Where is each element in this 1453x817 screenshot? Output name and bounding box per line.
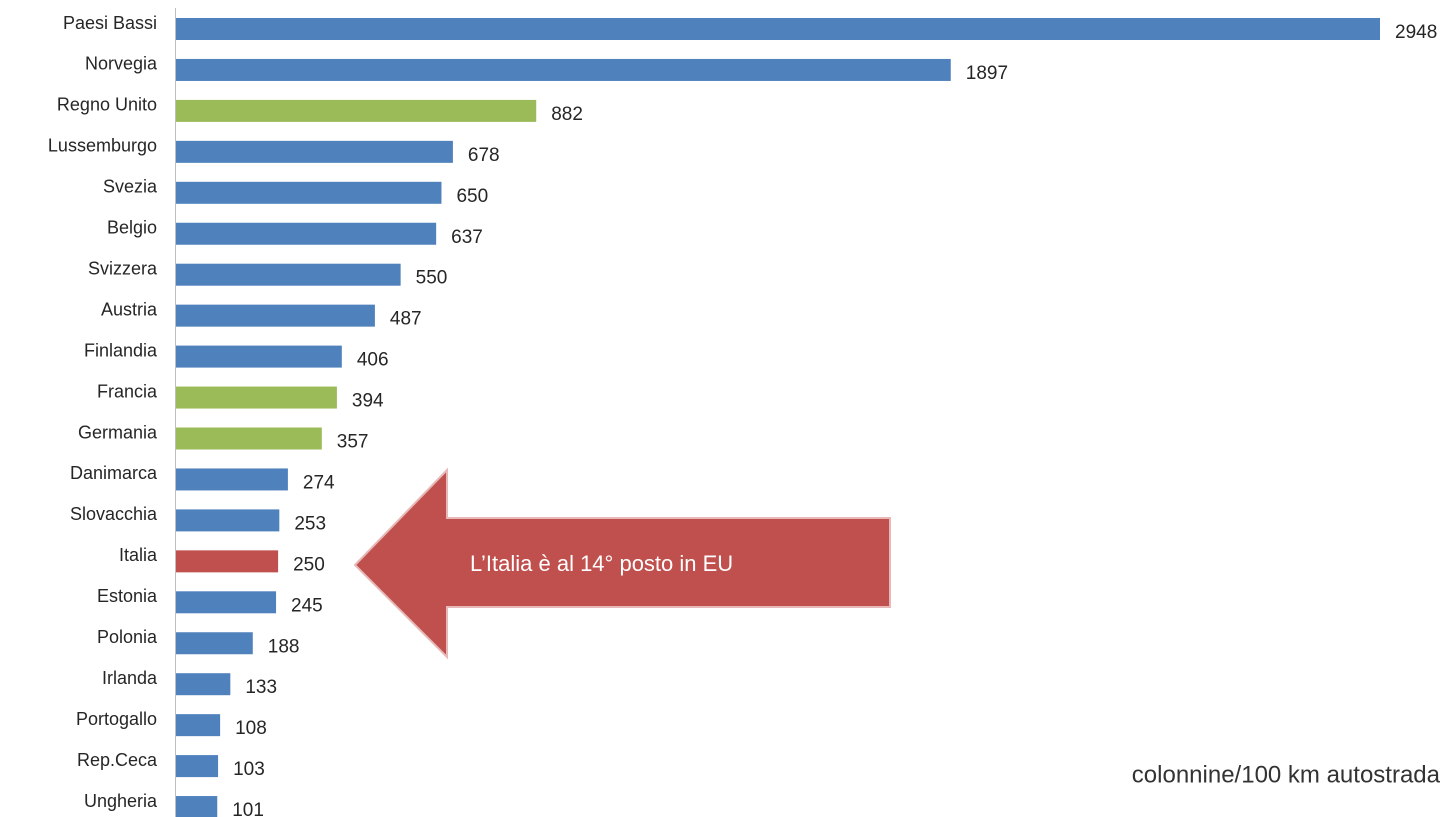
bar: [176, 427, 322, 450]
bar: [176, 263, 401, 286]
value-label: 108: [235, 718, 267, 739]
bar: [176, 304, 375, 327]
value-label: 394: [352, 391, 384, 412]
category-label: Paesi Bassi: [63, 13, 157, 33]
bar: [176, 386, 337, 409]
annotation: L’Italia è al 14° posto in EU: [470, 551, 734, 576]
value-label: 2948: [1395, 22, 1437, 43]
category-label: Ungheria: [84, 791, 158, 811]
bar: [176, 509, 280, 532]
value-label: 637: [451, 227, 483, 248]
bar: [176, 18, 1380, 40]
category-label: Regno Unito: [57, 95, 157, 115]
bar: [176, 140, 453, 163]
category-label: Austria: [101, 299, 158, 319]
category-label: Germania: [78, 422, 158, 442]
category-label: Lussemburgo: [48, 136, 157, 156]
value-label: 650: [456, 186, 488, 207]
category-label: Polonia: [97, 627, 158, 647]
bar: [176, 632, 253, 655]
value-label: 406: [357, 350, 389, 371]
bar: [176, 550, 279, 573]
value-label: 357: [337, 432, 369, 453]
value-label: 101: [232, 800, 264, 817]
bar: [176, 99, 537, 122]
value-label: 253: [294, 513, 326, 534]
category-label: Irlanda: [102, 668, 158, 688]
value-label: 882: [551, 104, 583, 125]
value-label: 487: [390, 309, 422, 330]
bar: [176, 755, 219, 778]
category-label: Rep.Ceca: [77, 750, 158, 770]
value-label: 678: [468, 145, 500, 166]
value-label: 274: [303, 472, 335, 493]
value-label: 550: [416, 268, 448, 289]
bar: [176, 345, 342, 368]
category-label: Francia: [97, 381, 158, 401]
category-label: Svezia: [103, 177, 158, 197]
bar: [176, 222, 437, 245]
category-label: Italia: [119, 545, 158, 565]
bar: [176, 714, 221, 737]
bar: [176, 468, 288, 491]
category-label: Norvegia: [85, 54, 158, 74]
category-label: Estonia: [97, 586, 158, 606]
category-label: Slovacchia: [70, 504, 158, 524]
bar: [176, 58, 951, 81]
value-label: 133: [245, 677, 277, 698]
value-label: 103: [233, 759, 265, 780]
bar: [176, 181, 442, 204]
arrow: [353, 467, 891, 660]
category-label: Danimarca: [70, 463, 158, 483]
category-label: Finlandia: [84, 340, 158, 360]
bar: [176, 673, 231, 696]
value-label: 1897: [966, 63, 1008, 84]
category-label: Portogallo: [76, 709, 157, 729]
value-label: 188: [268, 636, 300, 657]
category-label: Svizzera: [88, 258, 158, 278]
bar: [176, 591, 277, 614]
value-label: 250: [293, 554, 325, 575]
bar: [176, 796, 218, 817]
value-label: 245: [291, 595, 323, 616]
unit-label: colonnine/100 km autostrada: [1132, 761, 1441, 788]
category-label: Belgio: [107, 218, 157, 238]
